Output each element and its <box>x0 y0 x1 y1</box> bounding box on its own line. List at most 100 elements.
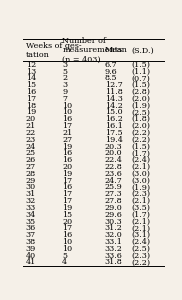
Text: 33.6: 33.6 <box>104 252 122 260</box>
Text: 31.8: 31.8 <box>104 258 122 266</box>
Text: Mean: Mean <box>104 46 127 54</box>
Text: (2.2): (2.2) <box>131 136 151 144</box>
Text: (S.D.): (S.D.) <box>131 46 154 54</box>
Text: 22.8: 22.8 <box>104 163 122 171</box>
Text: 15: 15 <box>62 211 72 219</box>
Text: 33: 33 <box>25 204 36 212</box>
Text: (0.7): (0.7) <box>131 74 150 82</box>
Text: 10: 10 <box>62 238 72 246</box>
Text: 23: 23 <box>25 136 36 144</box>
Text: 16: 16 <box>62 115 72 123</box>
Text: 40: 40 <box>25 252 36 260</box>
Text: 9: 9 <box>62 88 67 96</box>
Text: 33.1: 33.1 <box>104 238 122 246</box>
Text: 25: 25 <box>25 149 36 157</box>
Text: (1.9): (1.9) <box>131 102 151 110</box>
Text: 29.6: 29.6 <box>104 211 122 219</box>
Text: (2.5): (2.5) <box>131 108 150 116</box>
Text: 22.4: 22.4 <box>104 156 122 164</box>
Text: 2: 2 <box>62 74 67 82</box>
Text: (1.5): (1.5) <box>131 81 150 89</box>
Text: 18: 18 <box>25 102 36 110</box>
Text: 19: 19 <box>62 204 72 212</box>
Text: 5: 5 <box>62 252 67 260</box>
Text: 15.0: 15.0 <box>104 108 122 116</box>
Text: 32.0: 32.0 <box>104 231 122 239</box>
Text: 3: 3 <box>62 81 67 89</box>
Text: 27: 27 <box>62 136 72 144</box>
Text: 20: 20 <box>62 218 72 226</box>
Text: 11.8: 11.8 <box>104 88 122 96</box>
Text: (3.1): (3.1) <box>131 231 151 239</box>
Text: (2.1): (2.1) <box>131 197 151 205</box>
Text: 41: 41 <box>25 258 36 266</box>
Text: (2.1): (2.1) <box>131 224 151 232</box>
Text: 5: 5 <box>62 68 67 76</box>
Text: 29: 29 <box>25 177 36 184</box>
Text: 17: 17 <box>62 177 72 184</box>
Text: (2.4): (2.4) <box>131 156 151 164</box>
Text: 3: 3 <box>62 61 67 69</box>
Text: (1.7): (1.7) <box>131 149 150 157</box>
Text: 13: 13 <box>25 68 36 76</box>
Text: 21: 21 <box>62 129 72 137</box>
Text: 8.5: 8.5 <box>104 74 117 82</box>
Text: (3.5): (3.5) <box>131 204 150 212</box>
Text: 21: 21 <box>25 122 36 130</box>
Text: 14.2: 14.2 <box>104 102 122 110</box>
Text: 10: 10 <box>62 108 72 116</box>
Text: 10: 10 <box>62 102 72 110</box>
Text: 19: 19 <box>62 142 72 151</box>
Text: (2.1): (2.1) <box>131 218 151 226</box>
Text: 16.2: 16.2 <box>104 115 122 123</box>
Text: 16: 16 <box>25 88 36 96</box>
Text: 16: 16 <box>62 149 72 157</box>
Text: (1.1): (1.1) <box>131 68 151 76</box>
Text: 28: 28 <box>25 170 36 178</box>
Text: 23.6: 23.6 <box>104 170 122 178</box>
Text: (1.7): (1.7) <box>131 211 150 219</box>
Text: 20: 20 <box>25 115 36 123</box>
Text: 31.2: 31.2 <box>104 224 122 232</box>
Text: (2.2): (2.2) <box>131 258 151 266</box>
Text: 4: 4 <box>62 258 67 266</box>
Text: 25.9: 25.9 <box>104 183 122 191</box>
Text: 17: 17 <box>25 95 36 103</box>
Text: 15: 15 <box>25 81 36 89</box>
Text: 30: 30 <box>25 183 36 191</box>
Text: 16.1: 16.1 <box>104 122 122 130</box>
Text: 16: 16 <box>62 156 72 164</box>
Text: 9.6: 9.6 <box>104 68 117 76</box>
Text: 39: 39 <box>25 245 36 253</box>
Text: 17: 17 <box>62 197 72 205</box>
Text: 32: 32 <box>25 197 36 205</box>
Text: 27.3: 27.3 <box>104 190 122 198</box>
Text: 33.2: 33.2 <box>104 245 122 253</box>
Text: 17: 17 <box>62 122 72 130</box>
Text: 24: 24 <box>25 142 36 151</box>
Text: 22: 22 <box>25 129 36 137</box>
Text: 12: 12 <box>25 61 36 69</box>
Text: (1.5): (1.5) <box>131 61 150 69</box>
Text: (2.5): (2.5) <box>131 245 150 253</box>
Text: 7: 7 <box>62 95 67 103</box>
Text: 35: 35 <box>25 218 36 226</box>
Text: 19.4: 19.4 <box>104 136 122 144</box>
Text: (2.2): (2.2) <box>131 129 151 137</box>
Text: (2.3): (2.3) <box>131 190 151 198</box>
Text: 38: 38 <box>25 238 36 246</box>
Text: 29.0: 29.0 <box>104 204 122 212</box>
Text: (1.8): (1.8) <box>131 115 150 123</box>
Text: 14: 14 <box>25 74 36 82</box>
Text: 10: 10 <box>62 245 72 253</box>
Text: 20.3: 20.3 <box>104 142 122 151</box>
Text: 20.0: 20.0 <box>104 149 122 157</box>
Text: (3.0): (3.0) <box>131 177 150 184</box>
Text: (2.3): (2.3) <box>131 252 151 260</box>
Text: 12.7: 12.7 <box>104 81 122 89</box>
Text: 34: 34 <box>25 211 36 219</box>
Text: 20: 20 <box>62 163 72 171</box>
Text: (3.0): (3.0) <box>131 170 150 178</box>
Text: 16: 16 <box>62 231 72 239</box>
Text: 17: 17 <box>62 224 72 232</box>
